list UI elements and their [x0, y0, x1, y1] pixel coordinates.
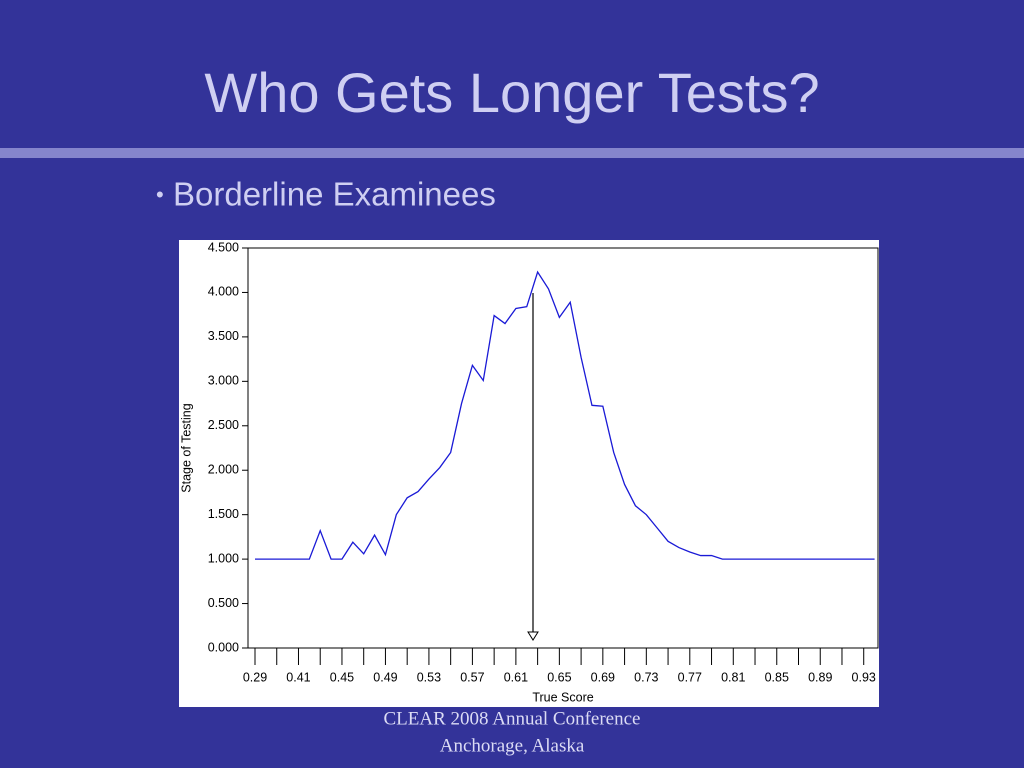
data-line — [255, 270, 875, 560]
y-tick-label: 4.000 — [208, 285, 239, 299]
y-tick-label: 2.500 — [208, 418, 239, 432]
x-tick-label: 0.65 — [547, 670, 571, 684]
bullet-text: Borderline Examinees — [173, 176, 496, 213]
x-tick-label: 0.81 — [721, 670, 745, 684]
x-tick-label: 0.45 — [330, 670, 354, 684]
footer-line: CLEAR 2008 Annual Conference — [384, 708, 641, 729]
x-tick-label: 0.41 — [286, 670, 310, 684]
y-tick-label: 0.000 — [208, 640, 239, 654]
x-tick-label: 0.29 — [243, 670, 267, 684]
footer-line: Anchorage, Alaska — [440, 735, 585, 756]
y-tick-label: 1.000 — [208, 551, 239, 565]
y-tick-label: 3.500 — [208, 329, 239, 343]
y-tick-label: 1.500 — [208, 507, 239, 521]
x-tick-label: 0.57 — [460, 670, 484, 684]
y-tick-label: 0.500 — [208, 596, 239, 610]
x-tick-label: 0.61 — [504, 670, 528, 684]
x-tick-label: 0.89 — [808, 670, 832, 684]
x-tick-label: 0.69 — [591, 670, 615, 684]
y-tick-label: 3.000 — [208, 374, 239, 388]
x-tick-label: 0.93 — [852, 670, 876, 684]
divider — [0, 148, 1024, 158]
chart-background — [179, 240, 879, 707]
chart: True Score Stage of Testing 0.000 0.500 1.… — [179, 240, 879, 707]
x-tick-label: 0.73 — [634, 670, 658, 684]
x-axis-label: True Score — [532, 690, 593, 704]
bullet-dot: • — [156, 182, 164, 207]
y-tick-label: 2.000 — [208, 463, 239, 477]
plot-frame — [247, 247, 879, 649]
slide-title: Who Gets Longer Tests? — [204, 61, 819, 124]
y-tick-label: 4.500 — [208, 240, 239, 254]
x-tick-label: 0.85 — [765, 670, 789, 684]
x-tick-label: 0.53 — [417, 670, 441, 684]
x-tick-label: 0.77 — [678, 670, 702, 684]
x-tick-label: 0.49 — [373, 670, 397, 684]
arrow-head — [527, 631, 539, 641]
y-axis-label: Stage of Testing — [179, 403, 193, 492]
